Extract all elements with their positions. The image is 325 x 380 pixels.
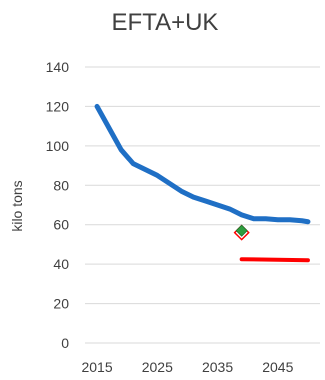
y-tick-label: 20 (53, 296, 69, 312)
y-tick-label: 140 (46, 59, 70, 75)
y-tick-label: 40 (53, 256, 69, 272)
x-tick-label: 2045 (262, 359, 293, 375)
x-tick-label: 2035 (202, 359, 233, 375)
x-tick-label: 2015 (81, 359, 112, 375)
data-point-diamond-filled (235, 224, 248, 237)
y-axis-title: kilo tons (9, 180, 25, 231)
x-tick-label: 2025 (142, 359, 173, 375)
y-tick-label: 100 (46, 138, 70, 154)
y-axis-ticks: 0 20 40 60 80 100 120 140 (46, 59, 70, 351)
y-tick-label: 0 (61, 335, 69, 351)
y-tick-label: 120 (46, 98, 70, 114)
series-layer (94, 103, 311, 263)
series-line-1 (239, 257, 310, 263)
chart-title: EFTA+UK (112, 9, 219, 36)
gridlines (85, 66, 320, 344)
y-tick-label: 80 (53, 177, 69, 193)
y-tick-label: 60 (53, 217, 69, 233)
series-line-0 (94, 103, 311, 225)
x-axis-ticks: 2015 2025 2035 2045 (81, 359, 293, 375)
